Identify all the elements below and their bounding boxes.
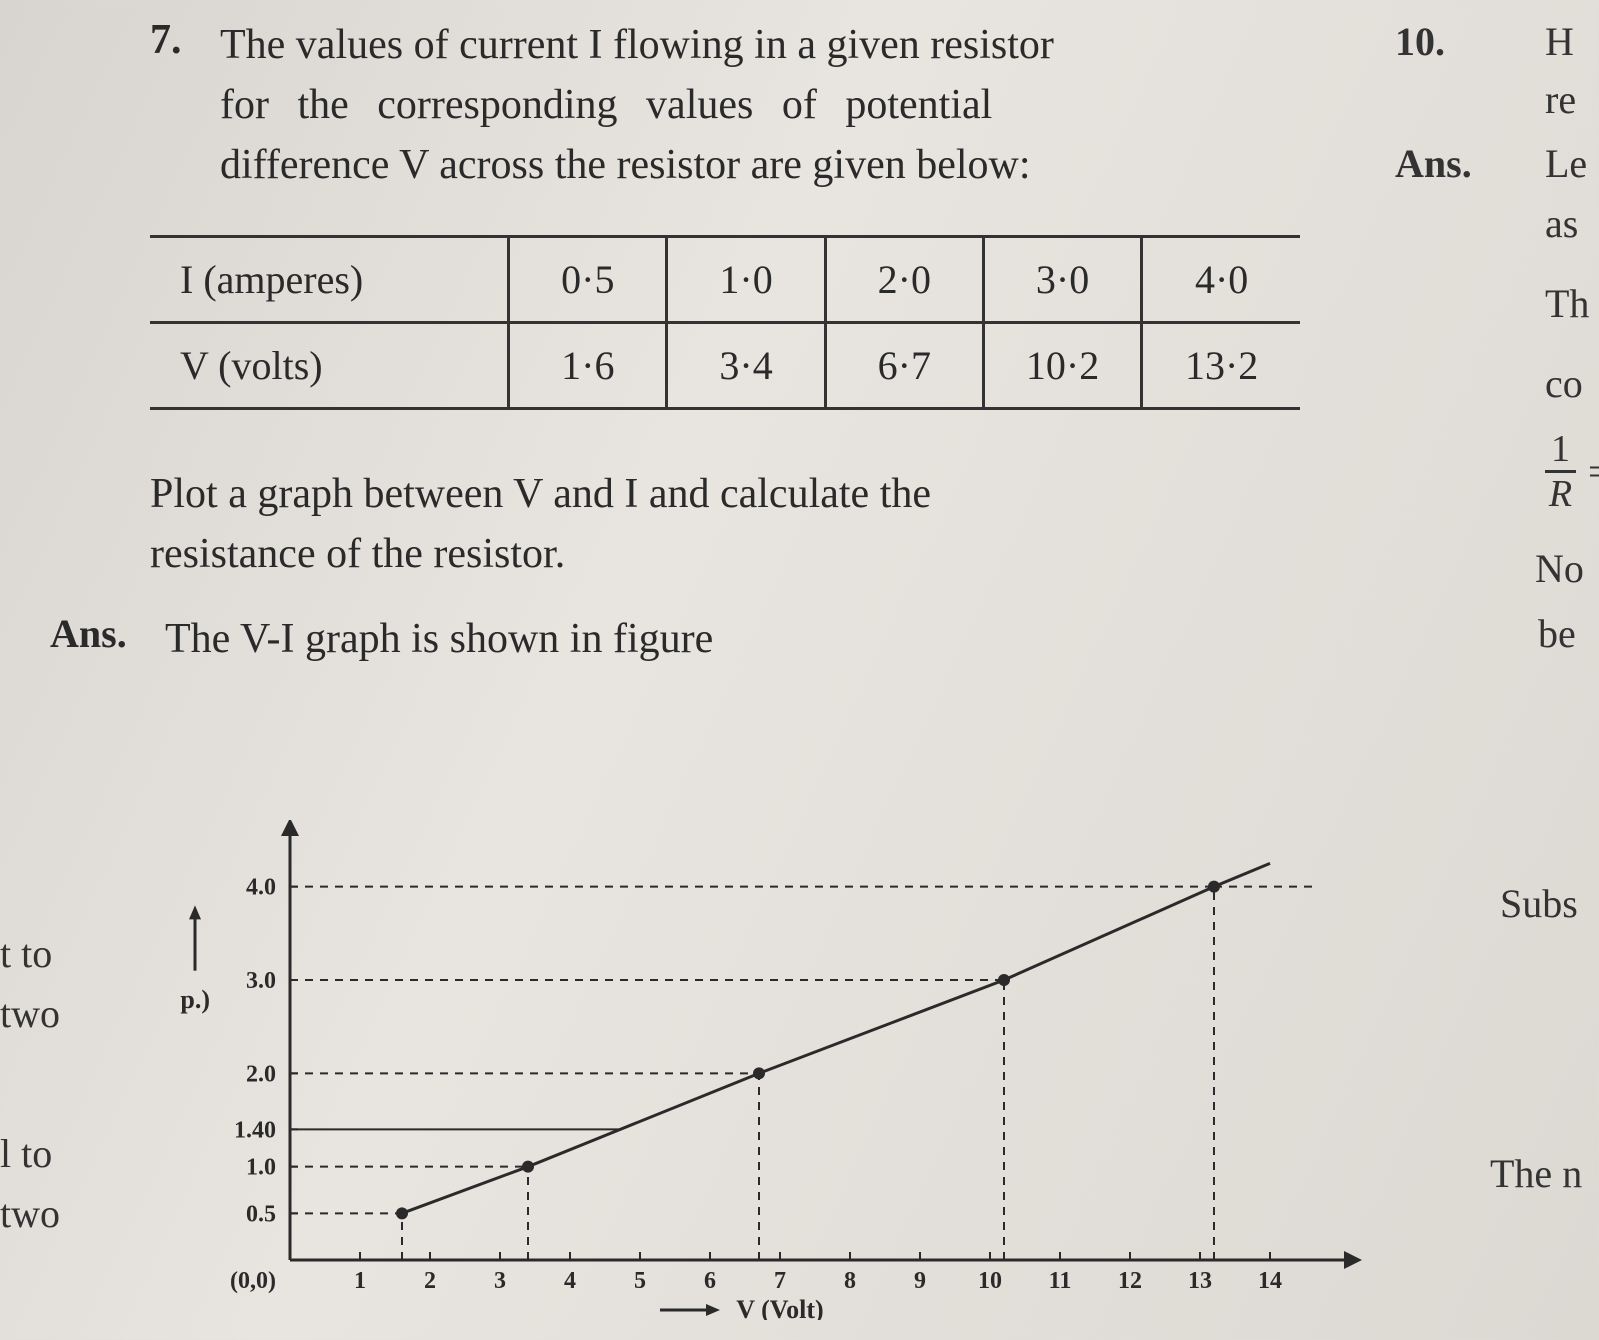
cell: 3·0: [983, 237, 1141, 323]
q7-line3: difference V across the resistor are giv…: [220, 136, 1320, 195]
q10-eq: =: [1588, 448, 1599, 495]
left-frag: two: [0, 990, 60, 1037]
svg-text:10: 10: [978, 1268, 1002, 1294]
cell: 10·2: [983, 323, 1141, 409]
page: 7. The values of current I flowing in a …: [0, 0, 1599, 1340]
q10-number: 10.: [1395, 18, 1445, 65]
left-frag: t to: [0, 930, 52, 977]
cell: 13·2: [1142, 323, 1300, 409]
cell: 2·0: [825, 237, 983, 323]
svg-text:1.0: 1.0: [246, 1155, 276, 1181]
cell: 3·4: [667, 323, 825, 409]
q10-frag: The n: [1490, 1150, 1582, 1197]
q10-frag: re: [1545, 76, 1576, 123]
svg-text:12: 12: [1118, 1268, 1142, 1294]
svg-text:2: 2: [424, 1268, 436, 1294]
svg-text:0.5: 0.5: [246, 1201, 276, 1227]
q7-line2: for the corresponding values of potentia…: [220, 76, 1305, 135]
q7-number: 7.: [150, 16, 182, 64]
frac-den: R: [1545, 473, 1576, 513]
q10-frag: Subs: [1500, 880, 1578, 927]
q7-line5: resistance of the resistor.: [150, 525, 1310, 584]
cell: 6·7: [825, 323, 983, 409]
q10-frag: Le: [1545, 140, 1587, 187]
data-table: I (amperes) 0·5 1·0 2·0 3·0 4·0 V (volts…: [150, 235, 1300, 410]
svg-text:3.0: 3.0: [246, 968, 276, 994]
svg-text:4.0: 4.0: [246, 875, 276, 901]
q10-frag: Th: [1545, 280, 1589, 327]
svg-text:11: 11: [1049, 1268, 1072, 1294]
frac-num: 1: [1545, 430, 1576, 473]
svg-text:V (Volt): V (Volt): [736, 1295, 823, 1320]
svg-text:6: 6: [704, 1268, 716, 1294]
q10-frag: co: [1545, 360, 1583, 407]
row2-label: V (volts): [150, 323, 509, 409]
q10-frac: 1R: [1545, 430, 1576, 513]
svg-text:3: 3: [494, 1268, 506, 1294]
cell: 1·0: [667, 237, 825, 323]
q7-line4: Plot a graph between V and I and calcula…: [150, 465, 1310, 524]
left-frag: two: [0, 1190, 60, 1237]
svg-text:I (amp.): I (amp.): [180, 985, 210, 1014]
left-frag: l to: [0, 1130, 52, 1177]
svg-text:7: 7: [774, 1268, 786, 1294]
cell: 4·0: [1142, 237, 1300, 323]
row1-label: I (amperes): [150, 237, 509, 323]
cell: 1·6: [509, 323, 667, 409]
table-row: I (amperes) 0·5 1·0 2·0 3·0 4·0: [150, 237, 1300, 323]
q7-ans-label: Ans.: [50, 610, 127, 657]
vi-graph: 12345678910111213140.51.01.402.03.04.0(0…: [180, 820, 1380, 1320]
svg-text:8: 8: [844, 1268, 856, 1294]
q7-line1: The values of current I flowing in a giv…: [220, 16, 1305, 75]
svg-text:1.40: 1.40: [234, 1117, 276, 1143]
table-row: V (volts) 1·6 3·4 6·7 10·2 13·2: [150, 323, 1300, 409]
svg-text:2.0: 2.0: [246, 1061, 276, 1087]
svg-text:9: 9: [914, 1268, 926, 1294]
chart-svg: 12345678910111213140.51.01.402.03.04.0(0…: [180, 820, 1380, 1320]
q10-frag: as: [1545, 200, 1578, 247]
q7-ans-text: The V-I graph is shown in figure: [165, 610, 1265, 669]
svg-text:(0,0): (0,0): [230, 1268, 276, 1294]
q10-frag: be: [1538, 610, 1576, 657]
q10-ans-label: Ans.: [1395, 140, 1472, 187]
svg-text:4: 4: [564, 1268, 576, 1294]
cell: 0·5: [509, 237, 667, 323]
svg-text:1: 1: [354, 1268, 366, 1294]
q10-frag: H: [1545, 18, 1574, 65]
svg-text:13: 13: [1188, 1268, 1212, 1294]
svg-text:14: 14: [1258, 1268, 1282, 1294]
q10-frag: No: [1535, 545, 1584, 592]
svg-text:5: 5: [634, 1268, 646, 1294]
